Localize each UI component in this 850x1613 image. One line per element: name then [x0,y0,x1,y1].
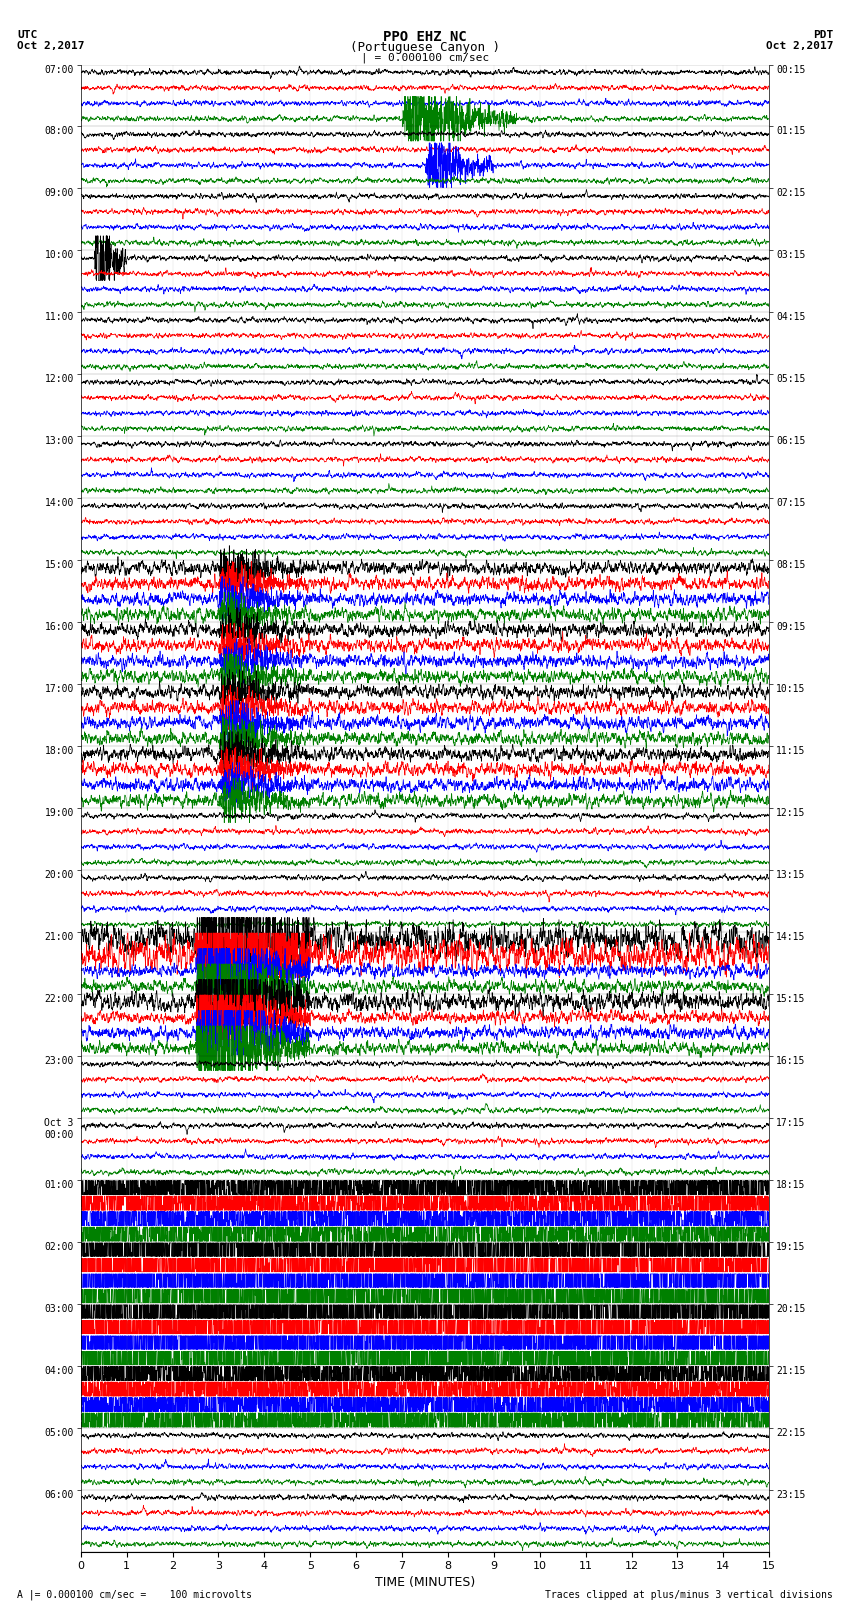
Text: UTC: UTC [17,31,37,40]
Text: PPO EHZ NC: PPO EHZ NC [383,31,467,44]
Text: PDT: PDT [813,31,833,40]
Text: Oct 2,2017: Oct 2,2017 [17,40,84,52]
Text: Oct 2,2017: Oct 2,2017 [766,40,833,52]
Text: A |= 0.000100 cm/sec =    100 microvolts: A |= 0.000100 cm/sec = 100 microvolts [17,1589,252,1600]
Text: Traces clipped at plus/minus 3 vertical divisions: Traces clipped at plus/minus 3 vertical … [545,1590,833,1600]
Text: | = 0.000100 cm/sec: | = 0.000100 cm/sec [361,52,489,63]
Text: (Portuguese Canyon ): (Portuguese Canyon ) [350,40,500,55]
X-axis label: TIME (MINUTES): TIME (MINUTES) [375,1576,475,1589]
